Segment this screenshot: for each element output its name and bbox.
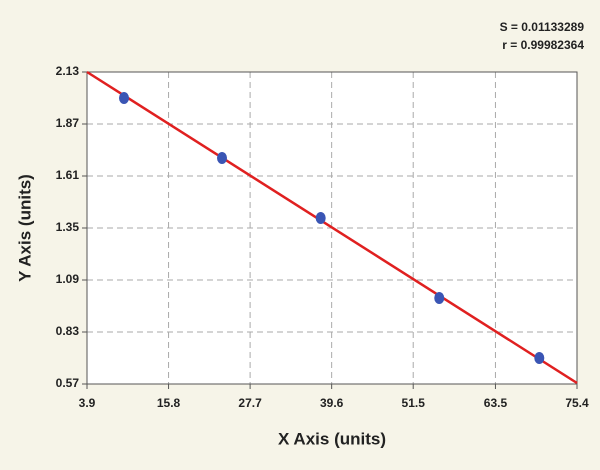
y-tick-label: 0.57 <box>56 376 80 390</box>
x-tick-label: 3.9 <box>79 396 96 410</box>
y-axis-title: Y Axis (units) <box>15 174 34 282</box>
data-point <box>534 352 545 364</box>
data-point <box>119 92 130 104</box>
fit-line <box>86 70 578 385</box>
y-tick-label: 1.09 <box>56 272 80 286</box>
data-point <box>434 292 445 304</box>
x-tick-label: 51.5 <box>402 396 426 410</box>
x-axis-title: X Axis (units) <box>278 429 386 448</box>
data-point <box>217 152 228 164</box>
annotation: S = 0.01133289 <box>500 20 585 34</box>
x-tick-label: 39.6 <box>320 396 344 410</box>
x-tick-label: 15.8 <box>157 396 181 410</box>
x-tick-label: 63.5 <box>484 396 508 410</box>
y-tick-label: 1.35 <box>56 220 80 234</box>
annotation: r = 0.99982364 <box>502 38 584 52</box>
x-tick-label: 75.4 <box>565 396 589 410</box>
y-tick-label: 1.61 <box>56 168 80 182</box>
plot-frame <box>86 71 578 385</box>
y-tick-label: 0.83 <box>56 324 80 338</box>
data-point <box>315 212 326 224</box>
y-tick-label: 2.13 <box>56 64 80 78</box>
y-tick-label: 1.87 <box>56 116 80 130</box>
x-tick-label: 27.7 <box>238 396 262 410</box>
